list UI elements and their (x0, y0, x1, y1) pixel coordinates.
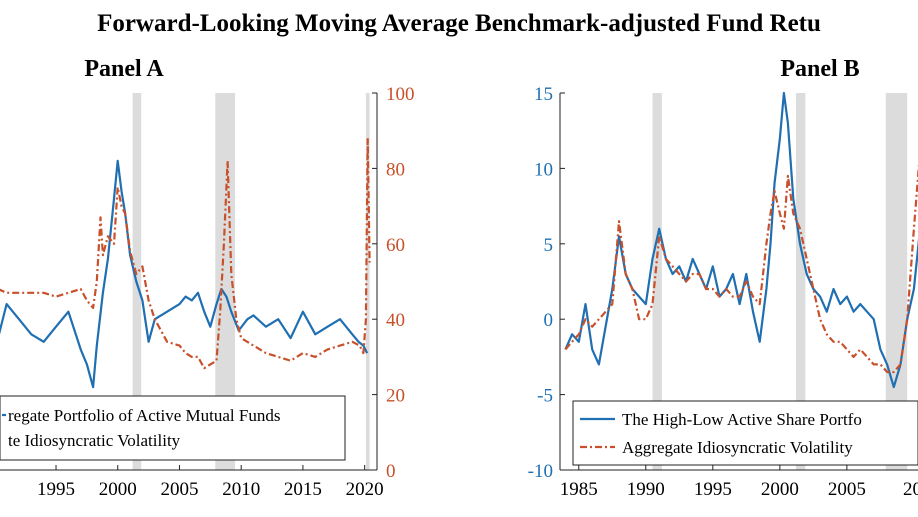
y-tick-label: -10 (528, 461, 553, 482)
x-tick-label: 2000 (99, 479, 137, 500)
recession-band (215, 93, 236, 470)
legend-box (0, 395, 346, 461)
x-tick-label: 2005 (828, 479, 866, 500)
recession-band (365, 93, 370, 470)
x-tick-label: 1995 (694, 479, 732, 500)
y-tick-label: 15 (534, 84, 553, 105)
x-tick-label: 2010 (222, 479, 260, 500)
y-tick-label: 100 (386, 84, 415, 105)
panel-b: Panel B -10 -5 0 5 10 15 1985 1990 1995 2000 2005 2… (528, 56, 918, 500)
y-tick-label: 0 (544, 310, 554, 331)
legend-box (572, 400, 918, 466)
y-tick-label: 20 (386, 386, 405, 407)
figure-title: Forward-Looking Moving Average Benchmark… (97, 10, 821, 37)
x-tick-label: 2005 (160, 479, 198, 500)
y-tick-label: 60 (386, 235, 405, 256)
panel-a-series (0, 137, 371, 389)
legend-label-blue: regate Portfolio of Active Mutual Funds (8, 406, 280, 425)
y-tick-label: 80 (386, 159, 405, 180)
y-tick-label: 5 (544, 235, 554, 256)
x-tick-label: 2000 (761, 479, 799, 500)
recession-band (652, 93, 662, 470)
y-tick-label: 0 (386, 461, 396, 482)
x-tick-label: 1995 (37, 479, 75, 500)
panel-b-series (564, 91, 918, 389)
panel-b-legend: The High-Low Active Share Portfo Aggrega… (572, 400, 918, 466)
panel-b-title: Panel B (780, 56, 859, 82)
series-line-blue (0, 159, 369, 389)
series-line-orange (0, 137, 371, 370)
y-tick-label: -5 (537, 386, 553, 407)
series-line-orange (564, 163, 918, 374)
panel-a: Panel A 0 20 40 60 80 100 1995 2000 2005 2010 2015… (0, 56, 415, 500)
x-tick-label: 2015 (284, 479, 322, 500)
panel-b-axes: -10 -5 0 5 10 15 1985 1990 1995 2000 2005 20 (528, 84, 918, 500)
legend-label-blue: The High-Low Active Share Portfo (622, 410, 862, 429)
panel-a-axes: 0 20 40 60 80 100 1995 2000 2005 2010 2015 2020 (0, 84, 415, 500)
x-tick-label: 20 (903, 479, 918, 500)
panel-a-title: Panel A (84, 56, 164, 82)
x-tick-label: 1990 (627, 479, 665, 500)
recession-band (795, 93, 806, 470)
panel-a-legend: regate Portfolio of Active Mutual Funds … (0, 395, 346, 461)
y-tick-label: 10 (534, 159, 553, 180)
x-tick-label: 2020 (346, 479, 384, 500)
legend-label-orange: te Idiosyncratic Volatility (8, 431, 181, 450)
legend-label-orange: Aggregate Idiosyncratic Volatility (622, 438, 853, 457)
y-tick-label: 40 (386, 310, 405, 331)
x-tick-label: 1985 (560, 479, 598, 500)
